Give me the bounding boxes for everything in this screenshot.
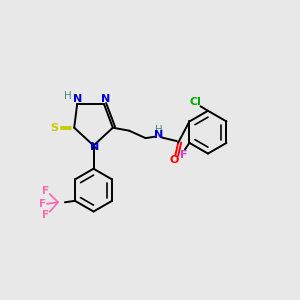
Text: S: S	[51, 123, 58, 133]
Text: F: F	[39, 199, 46, 209]
Text: N: N	[101, 94, 110, 103]
Text: H: H	[64, 91, 72, 100]
Text: N: N	[154, 130, 164, 140]
Text: N: N	[90, 142, 100, 152]
Text: F: F	[180, 150, 187, 161]
Text: Cl: Cl	[189, 97, 201, 107]
Text: N: N	[73, 94, 82, 103]
Text: F: F	[42, 210, 49, 220]
Text: F: F	[42, 186, 49, 196]
Text: O: O	[169, 155, 178, 165]
Text: H: H	[155, 125, 163, 135]
